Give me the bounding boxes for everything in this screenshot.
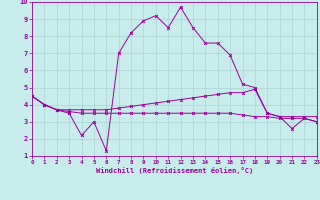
X-axis label: Windchill (Refroidissement éolien,°C): Windchill (Refroidissement éolien,°C) bbox=[96, 167, 253, 174]
